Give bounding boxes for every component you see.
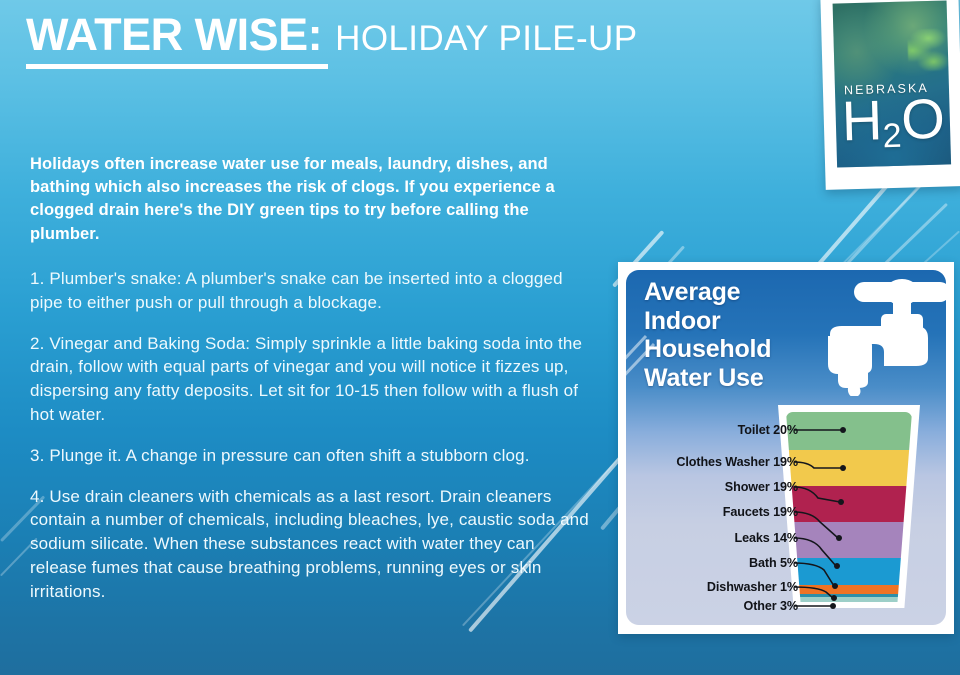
tips-list: 1. Plumber's snake: A plumber's snake ca…: [30, 250, 596, 604]
water-use-infographic: Average Indoor Household Water Use: [618, 262, 954, 634]
tip-item: 3. Plunge it. A change in pressure can o…: [30, 445, 530, 465]
segment-faucets: [786, 522, 912, 559]
chart-label-shower: Shower 19%: [724, 480, 798, 494]
chart-title-line: Household: [644, 335, 772, 363]
chart-label-toilet: Toilet 20%: [737, 423, 798, 437]
tip-item: 2. Vinegar and Baking Soda: Simply sprin…: [30, 333, 583, 424]
logo-formula-h: H: [840, 88, 884, 153]
intro-paragraph: Holidays often increase water use for me…: [30, 154, 555, 243]
stacked-bar-chart: [786, 412, 912, 602]
segment-leaks: [786, 558, 912, 585]
segment-other: [786, 597, 912, 602]
title-subtitle-text: HOLIDAY PILE-UP: [335, 19, 638, 58]
segment-shower: [786, 486, 912, 523]
logo-formula-2: 2: [882, 116, 903, 156]
chart-label-bath: Bath 5%: [749, 556, 798, 570]
chart-label-clothes-washer: Clothes Washer 19%: [676, 455, 798, 469]
chart-label-faucets: Faucets 19%: [722, 505, 798, 519]
chart-label-other: Other 3%: [743, 599, 799, 613]
title-main-text: WATER WISE:: [26, 11, 329, 69]
chart-title-line: Indoor: [644, 306, 721, 335]
chart-title-line: Average: [644, 278, 741, 306]
faucet-icon: [828, 279, 946, 396]
leaf-icon: [907, 28, 952, 72]
segment-clothes-washer: [786, 450, 912, 487]
logo-formula-text: H2O: [840, 87, 946, 156]
infographic-panel: Average Indoor Household Water Use: [626, 270, 946, 625]
page-title: WATER WISE: HOLIDAY PILE-UP: [26, 11, 638, 69]
chart-label-leaks: Leaks 14%: [734, 531, 798, 545]
chart-title-line: Water Use: [644, 363, 764, 392]
logo-formula-o: O: [900, 86, 946, 151]
segment-bath: [786, 584, 912, 595]
chart-title: Average Indoor Household Water Use: [644, 278, 772, 392]
tip-item: 4. Use drain cleaners with chemicals as …: [30, 486, 589, 601]
nebraska-h2o-logo: NEBRASKA H2O: [820, 0, 960, 190]
logo-photo-background: NEBRASKA H2O: [832, 0, 952, 168]
tip-item: 1. Plumber's snake: A plumber's snake ca…: [30, 269, 563, 312]
segment-toilet: [786, 412, 912, 450]
segment-dishwasher: [786, 594, 912, 598]
chart-label-dishwasher: Dishwasher 1%: [706, 580, 798, 594]
